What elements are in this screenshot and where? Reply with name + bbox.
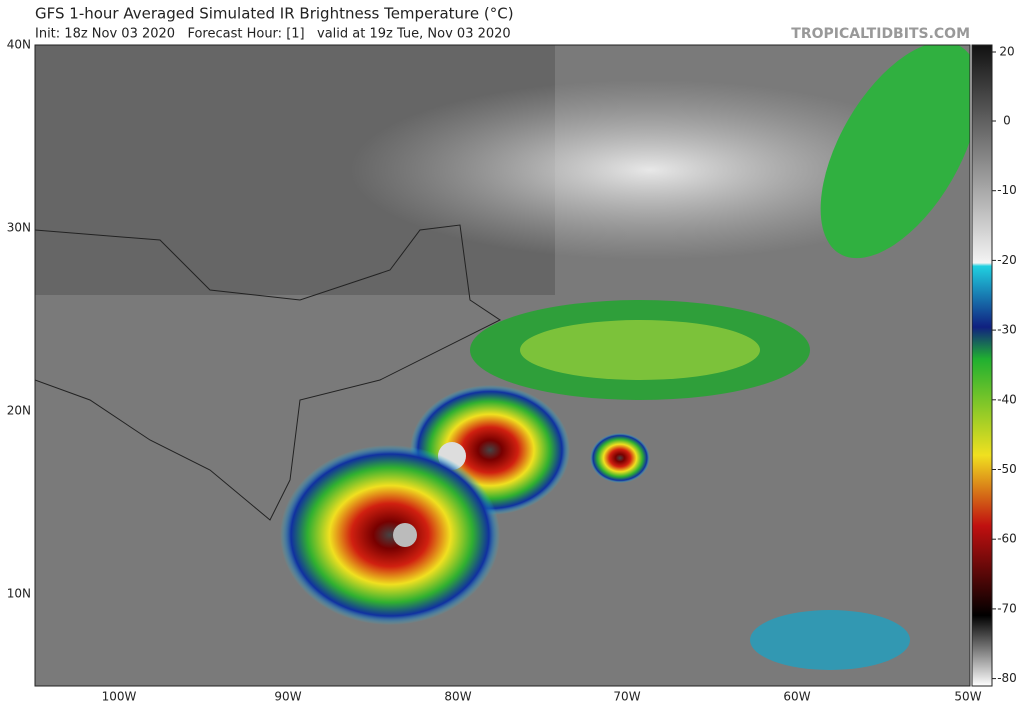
lat-label: 20N (7, 404, 31, 418)
colorbar-label: -40 (997, 392, 1017, 406)
colorbar-label: -70 (997, 601, 1017, 615)
colorbar-label: -20 (997, 253, 1017, 267)
lon-label: 70W (613, 690, 640, 704)
colorbar-label: -30 (997, 323, 1017, 337)
lat-label: 10N (7, 587, 31, 601)
watermark: TROPICALTIDBITS.COM (791, 26, 970, 42)
title: GFS 1-hour Averaged Simulated IR Brightn… (35, 5, 514, 23)
lon-label: 50W (954, 690, 981, 704)
colorbar-label: -50 (997, 462, 1017, 476)
lon-label: 90W (274, 690, 301, 704)
lat-label: 40N (7, 38, 31, 52)
colorbar-label: -10 (997, 183, 1017, 197)
colorbar-label: 20 (999, 45, 1014, 59)
colorbar-label: -60 (997, 532, 1017, 546)
colorbar (971, 44, 993, 687)
lon-label: 100W (102, 690, 137, 704)
colorbar-label: 0 (1003, 114, 1011, 128)
lat-label: 30N (7, 221, 31, 235)
subtitle: Init: 18z Nov 03 2020 Forecast Hour: [1]… (35, 27, 511, 42)
map-frame (34, 44, 971, 687)
colorbar-label: -80 (997, 671, 1017, 685)
map (35, 45, 970, 686)
lon-label: 80W (444, 690, 471, 704)
lon-label: 60W (783, 690, 810, 704)
